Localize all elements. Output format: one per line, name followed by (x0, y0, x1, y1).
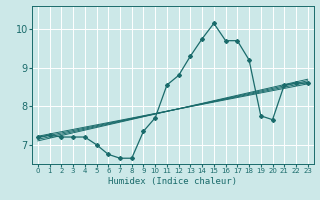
X-axis label: Humidex (Indice chaleur): Humidex (Indice chaleur) (108, 177, 237, 186)
